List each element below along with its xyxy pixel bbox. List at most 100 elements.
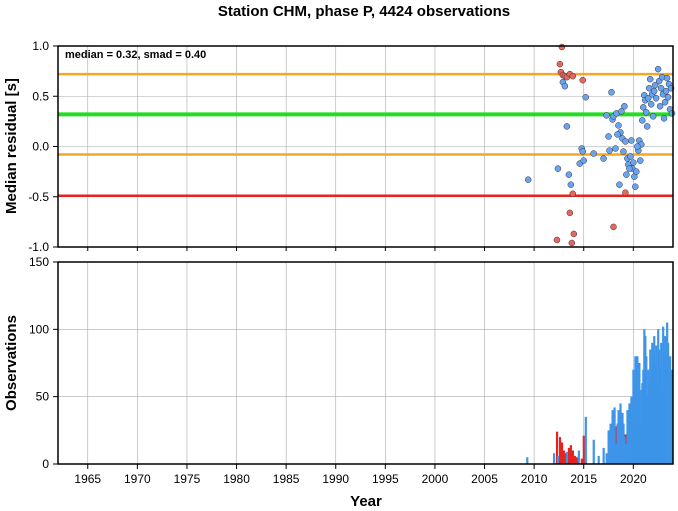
- histogram-bar: [575, 457, 578, 464]
- bottom-x-tick-label: 2015: [570, 472, 597, 486]
- histogram-bar: [617, 410, 620, 464]
- scatter-point: [605, 133, 612, 140]
- scatter-point: [582, 94, 589, 101]
- scatter-point: [561, 82, 569, 90]
- scatter-point: [615, 122, 622, 129]
- top-y-tick-label: -1.0: [28, 240, 49, 254]
- scatter-point: [600, 155, 607, 162]
- histogram-bar: [607, 430, 610, 464]
- top-y-ticks: 1.0 0.5 0.0 -0.5 -1.0: [28, 39, 58, 254]
- bottom-x-ticks: 1965 1970 1975 1980 1985 1990 1995 2000 2005 2010…: [74, 464, 647, 486]
- scatter-point: [568, 239, 576, 247]
- histogram-bar: [602, 447, 605, 464]
- scatter-point: [633, 168, 640, 175]
- scatter-point: [565, 171, 573, 178]
- scatter-point: [627, 153, 634, 160]
- scatter-point: [554, 165, 562, 172]
- scatter-point: [634, 143, 641, 150]
- bottom-y-axis-label: Observations: [3, 315, 20, 411]
- bottom-x-tick-label: 2010: [521, 472, 548, 486]
- scatter-point: [637, 157, 644, 164]
- scatter-point: [608, 88, 615, 96]
- bottom-x-tick-label: 1985: [273, 472, 300, 486]
- scatter-point: [614, 131, 621, 138]
- histogram-bar: [577, 450, 580, 464]
- scatter-point: [567, 181, 575, 188]
- bottom-y-tick-label: 50: [36, 390, 50, 404]
- scatter-point: [650, 87, 658, 95]
- scatter-point: [610, 223, 617, 231]
- scatter-point: [623, 171, 630, 178]
- scatter-point: [570, 230, 578, 238]
- scatter-point: [618, 108, 625, 115]
- scatter-point: [616, 181, 623, 188]
- histogram-bar: [560, 442, 564, 464]
- bottom-x-tick-label: 2005: [471, 472, 498, 486]
- histogram-bar: [571, 450, 575, 464]
- histogram-bar: [580, 458, 583, 464]
- histogram-bar: [526, 457, 529, 464]
- bottom-panel-frame: [57, 261, 674, 465]
- histogram-bar: [555, 431, 559, 464]
- bottom-y-tick-label: 150: [29, 255, 49, 269]
- scatter-point: [553, 236, 561, 244]
- bottom-y-tick-label: 100: [29, 322, 49, 336]
- scatter-point: [651, 81, 659, 89]
- bottom-x-axis-label: Year: [350, 493, 382, 510]
- histogram-bar: [582, 435, 585, 464]
- scatter-point: [646, 75, 654, 83]
- histogram-bar: [611, 410, 614, 464]
- scatter-point: [647, 101, 655, 108]
- histogram-bar: [584, 416, 587, 464]
- scatter-point: [657, 84, 665, 92]
- bottom-panel-grid: [58, 261, 673, 465]
- scatter-point: [580, 157, 587, 164]
- scatter-point: [612, 145, 619, 152]
- histogram-bar: [562, 450, 566, 464]
- histogram-bar: [565, 451, 569, 464]
- top-reference-lines: [58, 72, 673, 197]
- scatter-point: [620, 148, 627, 155]
- histogram-bar: [569, 445, 573, 464]
- top-y-tick-label: 1.0: [32, 39, 49, 53]
- scatter-point: [556, 60, 564, 68]
- bottom-x-tick-label: 1990: [322, 472, 349, 486]
- histogram-bar: [558, 437, 562, 464]
- bottom-x-tick-label: 1995: [372, 472, 399, 486]
- top-scatter-points: [524, 43, 676, 247]
- scatter-point: [569, 190, 577, 197]
- scatter-point: [656, 103, 664, 110]
- histogram-bar: [638, 363, 641, 464]
- top-x-ticks: [87, 247, 634, 251]
- scatter-point: [558, 43, 566, 51]
- scatter-point: [654, 65, 662, 73]
- median-annotation: median = 0.32, smad = 0.40: [65, 49, 206, 61]
- scatter-point: [621, 103, 628, 110]
- scatter-point: [603, 112, 610, 119]
- scatter-point: [668, 110, 676, 117]
- histogram-bar: [597, 455, 600, 464]
- bottom-x-tick-label: 1980: [223, 472, 250, 486]
- scatter-point: [628, 137, 635, 144]
- bottom-histogram-bars: [526, 322, 674, 464]
- scatter-point: [661, 99, 669, 106]
- bottom-y-ticks: 0 50 100 150: [29, 255, 58, 471]
- histogram-bar: [605, 453, 608, 464]
- scatter-point: [622, 189, 629, 196]
- scatter-point: [642, 109, 650, 116]
- histogram-bar: [556, 455, 560, 464]
- histogram-bar: [567, 447, 571, 464]
- bottom-x-tick-label: 1965: [74, 472, 101, 486]
- scatter-point: [652, 95, 660, 102]
- histogram-bar: [552, 453, 556, 464]
- bottom-x-tick-label: 1970: [124, 472, 151, 486]
- bottom-y-tick-label: 0: [42, 457, 49, 471]
- scatter-point: [524, 176, 532, 183]
- histogram-bar: [613, 407, 616, 464]
- scatter-point: [632, 183, 639, 190]
- bottom-x-tick-label: 1975: [174, 472, 201, 486]
- histogram-bar: [573, 455, 576, 464]
- scatter-point: [649, 113, 657, 120]
- histogram-bar: [626, 410, 629, 464]
- scatter-point: [630, 159, 637, 166]
